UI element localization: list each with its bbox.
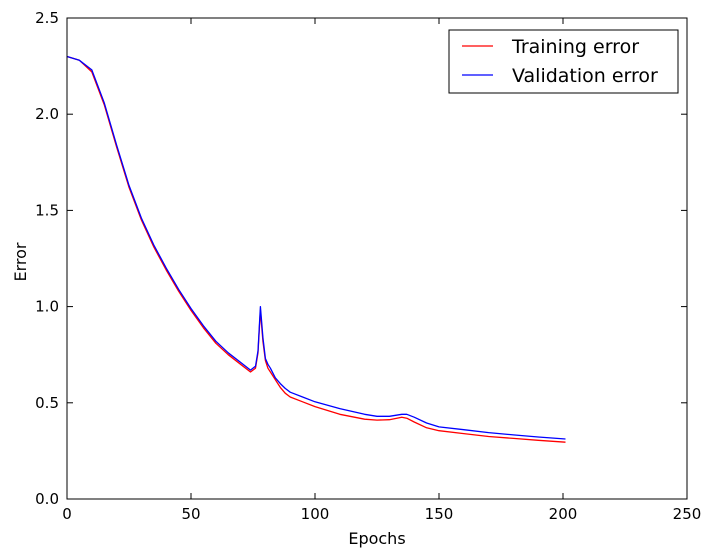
legend-label-1: Validation error — [512, 65, 658, 87]
x-tick-label: 0 — [62, 505, 72, 523]
y-tick-label: 1.5 — [35, 201, 59, 219]
x-tick-label: 100 — [301, 505, 330, 523]
y-tick-label: 0.5 — [35, 394, 59, 412]
y-tick-label: 2.5 — [35, 9, 59, 27]
series-line-1 — [66, 55, 566, 440]
x-tick-label: 50 — [181, 505, 200, 523]
y-tick-label: 0.0 — [35, 490, 59, 508]
y-tick-label: 1.0 — [35, 298, 59, 316]
legend: Training error Validation error — [448, 29, 679, 94]
legend-label-0: Training error — [511, 36, 639, 58]
legend-box — [448, 29, 679, 94]
x-tick-label: 150 — [425, 505, 454, 523]
y-axis-label: Error — [11, 242, 30, 281]
plot-frame — [66, 17, 688, 500]
x-tick-label: 200 — [549, 505, 578, 523]
axes-layer: 0 50 100 150 200 250 0.0 0.5 1.0 1.5 2.0 2.5 — [35, 9, 701, 523]
y-tick-label: 2.0 — [35, 105, 59, 123]
series-layer — [66, 55, 566, 443]
series-line-0 — [66, 55, 566, 443]
x-tick-label: 250 — [673, 505, 702, 523]
x-axis-label: Epochs — [348, 529, 405, 548]
